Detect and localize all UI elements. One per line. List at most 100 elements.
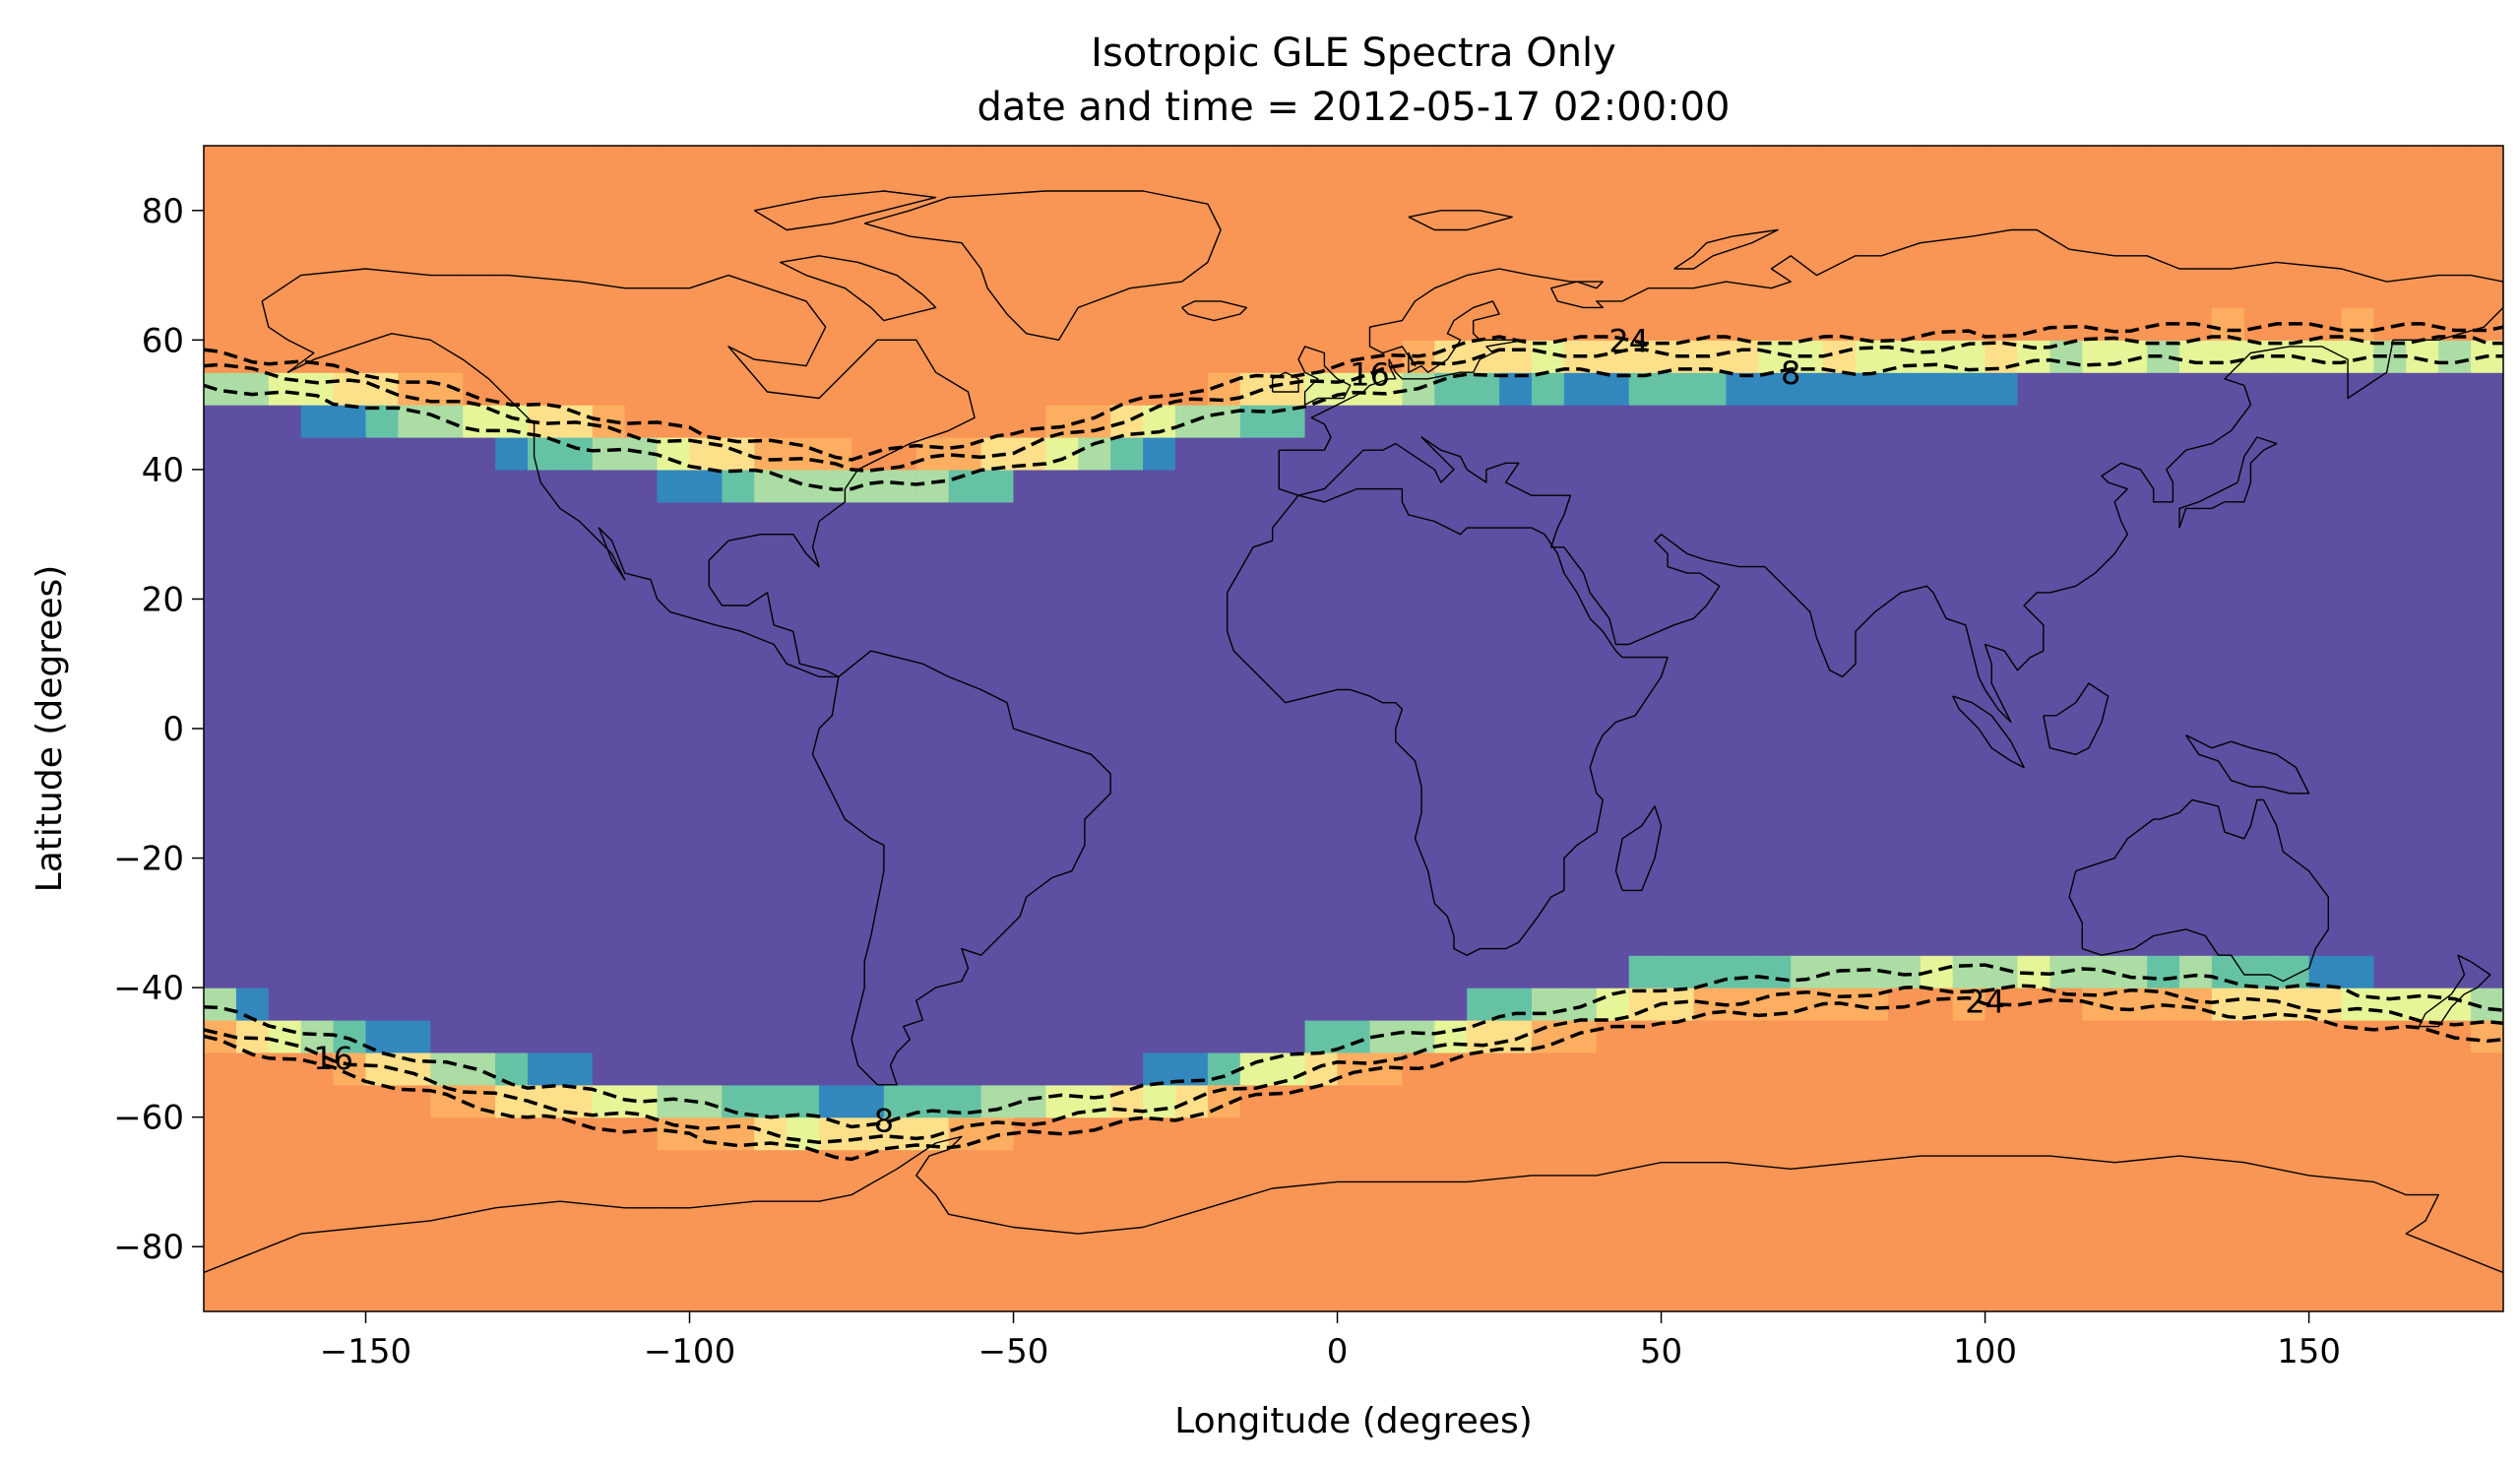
heatmap-cell — [1434, 858, 1468, 892]
heatmap-cell — [1984, 372, 2019, 406]
heatmap-cell — [1337, 242, 1370, 277]
heatmap-cell — [1207, 858, 1241, 892]
heatmap-cell — [1402, 955, 1435, 988]
heatmap-cell — [1078, 1020, 1111, 1053]
heatmap-cell — [980, 1020, 1015, 1053]
heatmap-cell — [2211, 825, 2245, 860]
heatmap-cell — [2017, 1181, 2050, 1215]
heatmap-cell — [1532, 664, 1565, 697]
heatmap-cell — [1239, 372, 1274, 406]
heatmap-cell — [689, 469, 723, 503]
heatmap-cell — [1337, 1279, 1370, 1311]
heatmap-cell — [235, 372, 270, 406]
heatmap-cell — [559, 631, 594, 665]
heatmap-cell — [2114, 825, 2148, 860]
heatmap-cell — [1078, 307, 1111, 341]
heatmap-cell — [2179, 631, 2213, 665]
heatmap-cell — [722, 469, 755, 503]
heatmap-cell — [2308, 437, 2343, 471]
heatmap-cell — [1434, 1084, 1468, 1118]
heatmap-cell — [1272, 1279, 1306, 1311]
heatmap-cell — [689, 955, 723, 988]
heatmap-cell — [2341, 825, 2374, 860]
heatmap-cell — [1434, 1116, 1468, 1151]
heatmap-cell — [1856, 242, 1889, 277]
heatmap-cell — [754, 307, 788, 341]
heatmap-cell — [2438, 275, 2472, 309]
heatmap-cell — [1175, 177, 1209, 212]
heatmap-cell — [398, 664, 431, 697]
heatmap-cell — [2341, 1181, 2374, 1215]
heatmap-cell — [2276, 146, 2310, 179]
heatmap-cell — [1337, 340, 1370, 373]
heatmap-cell — [2147, 1084, 2180, 1118]
heatmap-cell — [2082, 1279, 2115, 1311]
heatmap-cell — [1726, 1214, 1759, 1247]
heatmap-cell — [1693, 923, 1727, 956]
heatmap-cell — [657, 1020, 691, 1053]
heatmap-cell — [495, 664, 529, 697]
heatmap-cell — [1143, 372, 1176, 406]
heatmap-cell — [1013, 955, 1046, 988]
heatmap-cell — [528, 566, 561, 601]
heatmap-cell — [1856, 923, 1889, 956]
heatmap-cell — [333, 955, 367, 988]
heatmap-cell — [1563, 242, 1598, 277]
heatmap-cell — [1920, 1214, 1954, 1247]
heatmap-cell — [915, 210, 950, 244]
heatmap-cell — [948, 599, 982, 632]
heatmap-cell — [1823, 1214, 1857, 1247]
heatmap-cell — [365, 210, 399, 244]
heatmap-cell — [1952, 1116, 1986, 1151]
heatmap-cell — [1337, 177, 1370, 212]
heatmap-cell — [1207, 210, 1241, 244]
heatmap-cell — [1532, 988, 1565, 1021]
heatmap-cell — [2147, 1181, 2180, 1215]
heatmap-cell — [1045, 1052, 1079, 1086]
heatmap-cell — [1110, 696, 1144, 730]
contour-line-north — [204, 354, 2503, 492]
heatmap-cell — [2341, 405, 2374, 438]
heatmap-cell — [1207, 437, 1241, 471]
heatmap-cell — [559, 1246, 594, 1280]
heatmap-cell — [2049, 1149, 2083, 1183]
heatmap-cell — [333, 890, 367, 924]
heatmap-cell — [268, 858, 302, 892]
heatmap-cell — [2114, 1084, 2148, 1118]
heatmap-cell — [1532, 631, 1565, 665]
heatmap-cell — [2276, 469, 2310, 503]
heatmap-cell — [430, 1052, 464, 1086]
heatmap-cell — [1272, 210, 1306, 244]
heatmap-cell — [948, 146, 982, 179]
heatmap-cell — [1402, 1181, 1435, 1215]
heatmap-cell — [2017, 275, 2050, 309]
heatmap-cell — [1078, 955, 1111, 988]
heatmap-cell — [1596, 631, 1630, 665]
heatmap-cell — [1337, 988, 1370, 1021]
heatmap-cell — [657, 664, 691, 697]
heatmap-cell — [463, 923, 496, 956]
heatmap-cell — [2147, 372, 2180, 406]
heatmap-cell — [333, 923, 367, 956]
heatmap-cell — [2406, 890, 2439, 924]
heatmap-cell — [1532, 1214, 1565, 1247]
heatmap-cell — [1272, 599, 1306, 632]
heatmap-cell — [851, 760, 885, 795]
heatmap-cell — [1467, 372, 1500, 406]
heatmap-cell — [592, 501, 626, 536]
heatmap-cell — [2017, 793, 2050, 827]
heatmap-cell — [1856, 340, 1889, 373]
heatmap-cell — [2406, 955, 2439, 988]
heatmap-cell — [1304, 437, 1339, 471]
heatmap-cell — [1499, 372, 1533, 406]
heatmap-cell — [2211, 599, 2245, 632]
heatmap-cell — [1467, 729, 1500, 762]
heatmap-cell — [1402, 469, 1435, 503]
heatmap-cell — [204, 890, 237, 924]
heatmap-cell — [2179, 1214, 2213, 1247]
heatmap-cell — [592, 696, 626, 730]
heatmap-cell — [268, 210, 302, 244]
heatmap-cell — [2114, 696, 2148, 730]
heatmap-cell — [851, 1020, 885, 1053]
heatmap-cell — [1596, 242, 1630, 277]
